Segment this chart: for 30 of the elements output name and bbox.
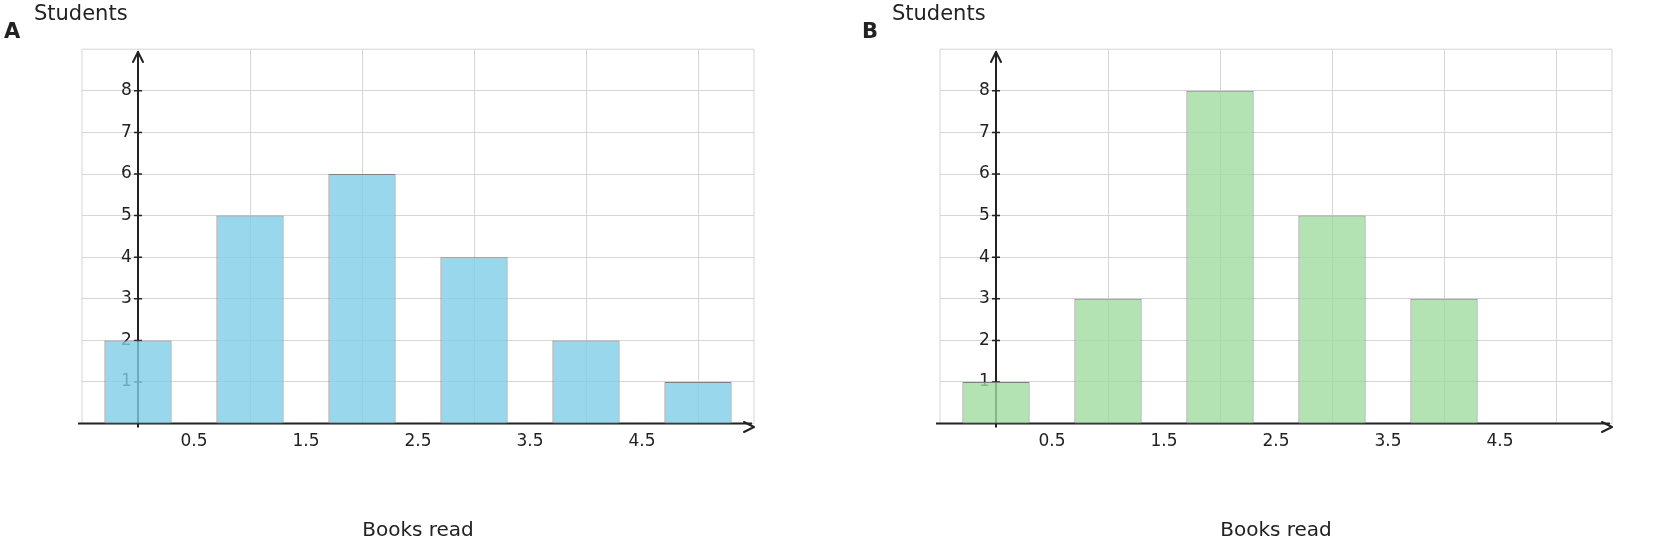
y-tick-label: 3 <box>979 287 990 308</box>
y-tick-label: 2 <box>121 328 132 349</box>
x-axis-title: Books read <box>361 517 475 541</box>
y-tick-label: 5 <box>121 204 132 225</box>
y-tick-label: 7 <box>121 120 132 141</box>
x-tick-label: 1.5 <box>292 430 320 451</box>
x-tick-label: 0.5 <box>180 430 208 451</box>
y-axis-title: Students <box>34 1 128 25</box>
x-tick-label: 3.5 <box>1374 430 1402 451</box>
y-tick-label: 4 <box>121 245 132 266</box>
x-axis-title: Books read <box>1219 517 1333 541</box>
x-tick-label: 1.5 <box>1150 430 1178 451</box>
y-tick-label: 2 <box>979 328 990 349</box>
y-tick-label: 8 <box>121 79 132 100</box>
y-tick-label: 7 <box>979 120 990 141</box>
x-tick-label: 3.5 <box>516 430 544 451</box>
x-tick-label: 4.5 <box>628 430 656 451</box>
x-tick-label: 4.5 <box>1486 430 1514 451</box>
y-tick-label: 8 <box>979 79 990 100</box>
y-tick-label: 4 <box>979 245 990 266</box>
y-tick-label: 5 <box>979 204 990 225</box>
y-tick-label: 6 <box>121 162 132 183</box>
y-tick-label: 3 <box>121 287 132 308</box>
chart-title: A <box>4 19 21 44</box>
y-tick-label: 6 <box>979 162 990 183</box>
chart-title: B <box>862 19 879 44</box>
x-tick-label: 0.5 <box>1038 430 1066 451</box>
y-axis-title: Students <box>892 1 986 25</box>
x-tick-label: 2.5 <box>404 430 432 451</box>
x-tick-label: 2.5 <box>1262 430 1290 451</box>
